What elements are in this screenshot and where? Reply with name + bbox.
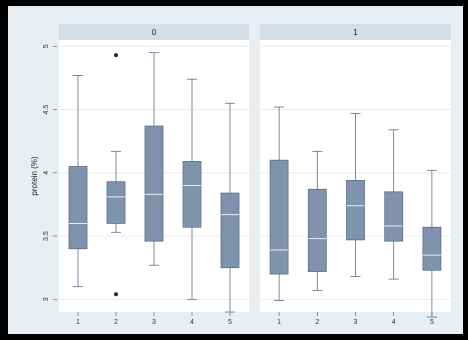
x-tick-label: 5 [430, 319, 434, 326]
panel-label: 0 [152, 28, 157, 37]
box-iqr [144, 125, 164, 242]
x-tick-label: 1 [277, 319, 281, 326]
box-iqr [384, 191, 404, 242]
x-tick-label: 3 [354, 319, 358, 326]
x-tick-label: 5 [228, 319, 232, 326]
box-iqr [182, 161, 202, 228]
outlier-point [114, 53, 118, 58]
x-tick-label: 4 [190, 319, 194, 326]
box-iqr [422, 226, 442, 271]
y-tick-label: 3.5 [43, 231, 50, 241]
panel-label: 1 [353, 28, 358, 37]
panel-strip [59, 24, 249, 40]
y-tick-label: 5 [43, 44, 50, 48]
y-axis-label: protein (%) [30, 156, 39, 195]
y-tick-label: 4 [43, 171, 50, 175]
y-tick-label: 3 [43, 297, 50, 301]
box-iqr [269, 159, 289, 275]
box-iqr [68, 166, 88, 250]
panel-strip [260, 24, 451, 40]
box-iqr [346, 180, 365, 241]
x-tick-label: 4 [392, 319, 396, 326]
x-tick-label: 1 [76, 319, 80, 326]
x-tick-label: 2 [114, 319, 118, 326]
x-tick-label: 3 [152, 319, 156, 326]
x-tick-label: 2 [315, 319, 319, 326]
box-iqr [307, 188, 327, 272]
box-iqr [106, 181, 126, 224]
y-tick-label: 4.5 [43, 105, 50, 115]
outlier-point [114, 292, 118, 297]
box-iqr [220, 192, 240, 269]
